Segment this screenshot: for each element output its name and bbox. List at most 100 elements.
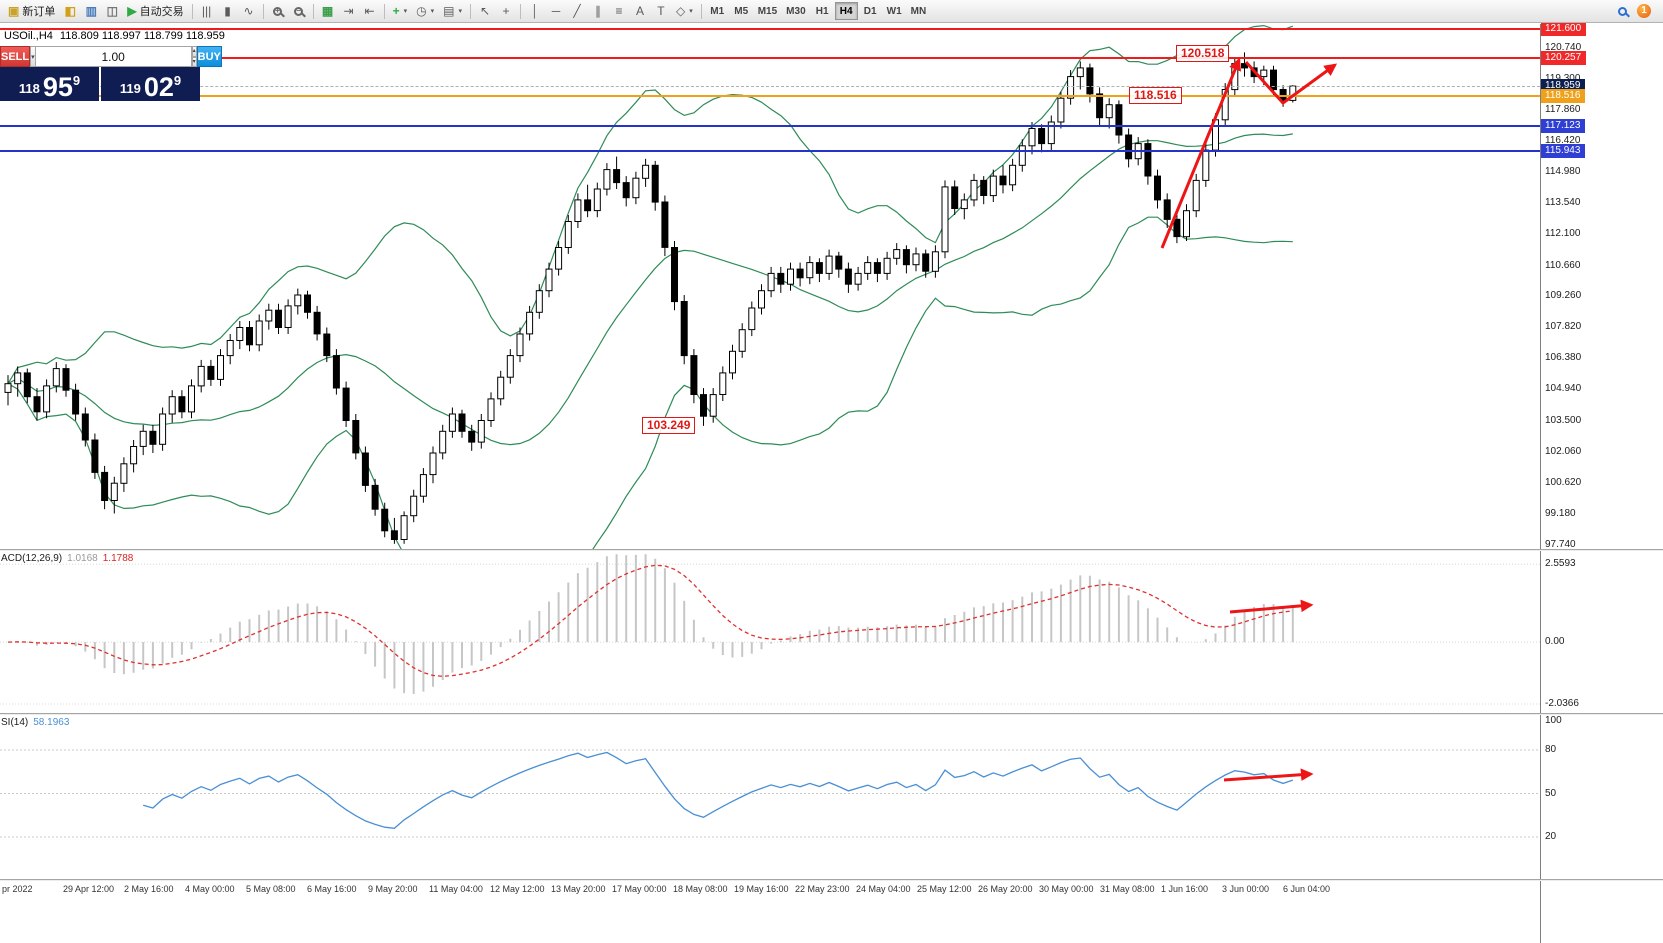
date-axis-label: 4 May 00:00 — [185, 884, 235, 894]
auto-scroll-icon: ⇥ — [343, 4, 354, 18]
ohlc-bars-button[interactable]: ||| — [197, 1, 217, 21]
tile-windows-button[interactable]: ▦ — [318, 1, 338, 21]
ask-price-button[interactable]: 119 02 9 — [101, 67, 200, 101]
price-axis-label: 116.420 — [1545, 135, 1581, 147]
price-level-line — [0, 27, 1540, 30]
macd-chart — [0, 554, 1540, 705]
price-axis-label: 113.540 — [1545, 197, 1581, 209]
search-icon[interactable] — [1618, 6, 1627, 16]
zoom-out-button[interactable]: − — [289, 1, 309, 21]
volume-down-button[interactable]: ▾ — [191, 56, 197, 67]
profiles-button[interactable]: ▥ — [81, 1, 101, 21]
rsi-indicator-panel[interactable]: SI(14) 58.1963 — [0, 715, 1540, 879]
fibonacci-button[interactable]: ≡ — [609, 1, 629, 21]
panel-splitter[interactable] — [0, 713, 1663, 715]
chevron-down-icon: ▾ — [458, 8, 462, 15]
toolbar-separator — [383, 3, 385, 19]
indicators-button[interactable]: + ▾ — [389, 1, 412, 21]
timeframe-d1-button[interactable]: D1 — [859, 2, 882, 20]
price-annotation-label[interactable]: 120.518 — [1176, 44, 1230, 62]
date-axis-label: 18 May 08:00 — [673, 884, 728, 894]
price-axis-label: 114.980 — [1545, 166, 1581, 178]
auto-trading-icon: ▶ — [127, 4, 137, 18]
trendline-button[interactable]: ╱ — [567, 1, 587, 21]
volume-input[interactable] — [35, 46, 192, 67]
market-watch-button[interactable]: ◫ — [102, 1, 122, 21]
crosshair-icon: + — [502, 4, 510, 18]
notification-badge[interactable]: 1 — [1637, 4, 1651, 18]
price-axis-tag-orange: 118.516 — [1541, 88, 1586, 103]
text-button[interactable]: A — [630, 1, 650, 21]
timeframe-h4-button[interactable]: H4 — [834, 2, 858, 20]
order-type-dropdown[interactable]: ▾ — [30, 46, 36, 67]
timeframe-m1-button[interactable]: M1 — [706, 2, 729, 20]
candlesticks-icon: ▮ — [224, 4, 231, 18]
date-axis-label: 13 May 20:00 — [551, 884, 606, 894]
equidistant-channel-icon: ∥ — [594, 4, 601, 18]
panel-splitter[interactable] — [0, 879, 1663, 881]
indicators-icon: + — [392, 4, 400, 18]
templates-button[interactable]: ▤ ▾ — [439, 1, 466, 21]
timeframe-mn-button[interactable]: MN — [907, 2, 931, 20]
zoom-in-button[interactable]: + — [268, 1, 288, 21]
bid-prefix: 118 — [18, 81, 40, 96]
timeframe-h1-button[interactable]: H1 — [811, 2, 834, 20]
rsi-axis-label: 20 — [1545, 831, 1557, 842]
new-order-button[interactable]: ▣ 新订单 — [4, 1, 59, 21]
crosshair-button[interactable]: + — [496, 1, 516, 21]
date-axis-label: 31 May 08:00 — [1100, 884, 1155, 894]
price-annotation-label[interactable]: 103.249 — [642, 416, 696, 434]
equidistant-channel-button[interactable]: ∥ — [588, 1, 608, 21]
macd-axis-label: 0.00 — [1545, 636, 1565, 648]
price-annotation-label[interactable]: 118.516 — [1129, 86, 1182, 104]
timeframe-m5-button[interactable]: M5 — [730, 2, 753, 20]
date-axis-label: 19 May 16:00 — [734, 884, 789, 894]
market-watch-icon: ◫ — [106, 4, 119, 18]
profiles-icon: ▥ — [85, 4, 98, 18]
timeframe-m15-button[interactable]: M15 — [754, 2, 781, 20]
macd-axis-label: -2.0366 — [1545, 698, 1579, 710]
timeframe-w1-button[interactable]: W1 — [883, 2, 906, 20]
toolbar-separator — [191, 3, 193, 19]
auto-trading-button[interactable]: ▶ 自动交易 — [123, 1, 187, 21]
price-axis-label: 99.180 — [1545, 507, 1576, 519]
new-chart-button[interactable]: ◧ — [60, 1, 80, 21]
chevron-down-icon: ▾ — [31, 53, 35, 61]
sell-button[interactable]: SELL — [0, 46, 31, 67]
time-axis[interactable]: pr 2022 29 Apr 12:00 2 May 16:00 4 May 00:0… — [0, 881, 1663, 943]
new-chart-icon: ◧ — [64, 4, 77, 18]
bid-price-button[interactable]: 118 95 9 — [0, 67, 99, 101]
vertical-line-button[interactable]: │ — [525, 1, 545, 21]
zoom-in-icon: + — [273, 6, 283, 16]
periods-button[interactable]: ◷ ▾ — [412, 1, 438, 21]
line-chart-button[interactable]: ∿ — [239, 1, 259, 21]
price-axis-label: 106.380 — [1545, 352, 1582, 364]
timeframe-m30-button[interactable]: M30 — [782, 2, 809, 20]
toolbar-separator — [312, 3, 314, 19]
volume-up-button[interactable]: ▴ — [191, 46, 197, 57]
price-axis-label: 104.940 — [1545, 383, 1582, 395]
arrows-icon: ◇ — [675, 4, 686, 18]
ask-pip-digit: 9 — [173, 73, 182, 88]
cursor-button[interactable]: ↖ — [475, 1, 495, 21]
auto-scroll-button[interactable]: ⇥ — [339, 1, 359, 21]
ask-prefix: 119 — [119, 81, 141, 96]
trade-prices-row: 118 95 9 119 02 9 — [0, 67, 200, 101]
text-label-button[interactable]: T — [651, 1, 671, 21]
bid-big-digits: 95 — [42, 72, 73, 103]
new-order-label: 新订单 — [22, 6, 56, 18]
panel-splitter[interactable] — [0, 549, 1663, 551]
candlesticks-button[interactable]: ▮ — [218, 1, 238, 21]
main-chart-panel[interactable]: 120.518 118.516 103.249 USOil.,H4 118.809 1… — [0, 24, 1540, 549]
toolbar-separator — [700, 3, 702, 19]
macd-indicator-panel[interactable]: ACD(12,26,9) 1.0168 1.1788 — [0, 551, 1540, 713]
horizontal-line-button[interactable]: ─ — [546, 1, 566, 21]
price-axis[interactable]: 121.600120.740120.257119.300118.959118.5… — [1540, 21, 1663, 943]
chart-shift-button[interactable]: ⇤ — [360, 1, 380, 21]
volume-stepper: ▴ ▾ — [191, 46, 197, 67]
buy-button[interactable]: BUY — [196, 46, 222, 67]
macd-main-value: 1.0168 — [67, 553, 98, 564]
date-axis-label: 5 May 08:00 — [246, 884, 296, 894]
arrows-button[interactable]: ◇ ▾ — [672, 1, 697, 21]
